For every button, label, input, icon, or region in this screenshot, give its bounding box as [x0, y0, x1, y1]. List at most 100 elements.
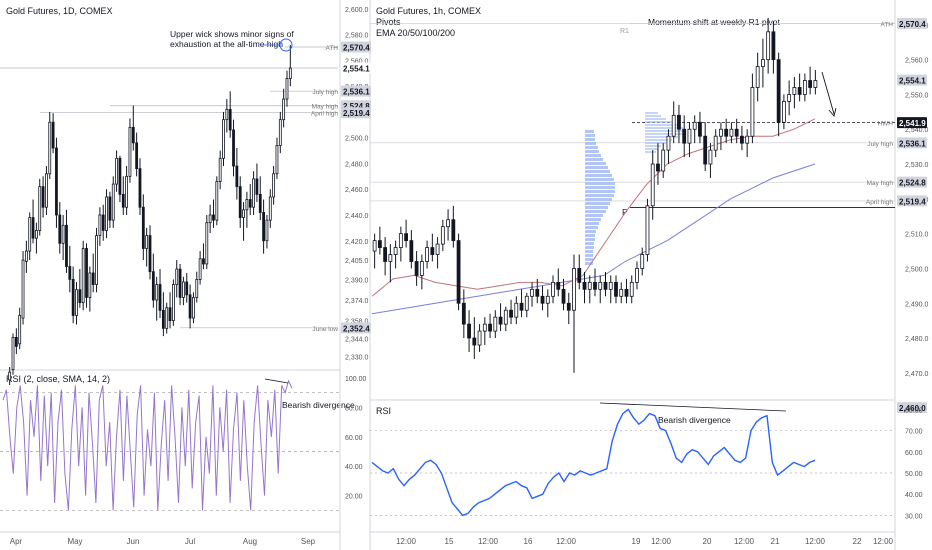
volume-profile-bar	[585, 238, 595, 241]
left-candle	[238, 186, 242, 218]
ema-slow-line	[371, 163, 816, 315]
right-candle	[561, 288, 566, 304]
volume-profile-bar	[585, 262, 593, 265]
right-price-tag-bg	[897, 176, 927, 188]
right-rsi-tick-label: 70.00	[905, 429, 923, 436]
left-candle	[275, 145, 279, 175]
volume-profile-bar	[585, 158, 603, 161]
right-candle	[388, 254, 393, 262]
volume-profile-bar	[645, 139, 672, 141]
right-candle	[461, 302, 466, 325]
left-candle	[165, 307, 169, 329]
left-candle	[38, 186, 42, 231]
right-time-tick-label: 12:00	[805, 537, 826, 546]
left-candle	[41, 186, 45, 208]
left-price-tag: 2,570.4	[343, 43, 370, 52]
right-annotation: Momentum shift at weekly R1 pivot	[648, 17, 780, 27]
levels-layer	[0, 23, 895, 516]
left-candle	[252, 178, 255, 208]
right-candle	[551, 281, 555, 297]
right-candle	[656, 163, 660, 172]
left-candle	[111, 183, 115, 221]
right-candle	[687, 128, 692, 144]
left-candle	[108, 196, 112, 221]
right-candle	[409, 240, 414, 262]
right-candle	[514, 302, 519, 318]
right-candle	[503, 309, 508, 325]
right-candle	[761, 59, 765, 67]
right-candle	[603, 281, 608, 290]
left-candle	[105, 196, 108, 231]
volume-profile-bar	[585, 202, 610, 205]
left-candle	[21, 259, 25, 319]
left-level-label: April high	[311, 111, 338, 118]
left-level-label: June low	[312, 326, 338, 333]
right-candle	[766, 31, 771, 61]
right-candle	[635, 268, 639, 283]
right-time-tick-label: 21	[771, 537, 780, 546]
left-price-tick-label: 2,500.0	[345, 136, 368, 143]
volume-profile-bar	[585, 222, 599, 225]
left-candle	[285, 78, 289, 100]
right-candle	[640, 254, 645, 269]
left-candle	[158, 284, 162, 311]
left-price-tag: 2,352.4	[343, 324, 370, 333]
volume-profile-bar	[585, 170, 610, 173]
left-time-tick-label: May	[67, 537, 82, 546]
left-candle	[31, 217, 35, 239]
left-rsi-title: RSI (2, close, SMA, 14, 2)	[6, 374, 110, 384]
left-candle	[48, 121, 52, 175]
pivot-r1-label: R1	[620, 28, 629, 35]
right-level-label: July high	[867, 141, 893, 148]
left-candle	[175, 268, 179, 285]
left-candle	[138, 168, 142, 208]
right-time-tick-label: 20	[703, 537, 712, 546]
right-candle	[530, 288, 534, 297]
left-price-tick-label: 2,600.0	[345, 7, 368, 14]
right-candle	[792, 87, 797, 95]
left-candle	[185, 281, 189, 296]
right-candle	[692, 121, 697, 130]
left-level-label: ATH	[325, 45, 338, 52]
right-candle	[813, 80, 818, 88]
left-annotation-line1: Upper wick shows minor signs of	[170, 29, 294, 39]
left-price-tick-label: 2,420.0	[345, 239, 368, 246]
right-candle	[698, 121, 702, 137]
right-candle	[372, 240, 377, 252]
left-candle	[148, 235, 152, 273]
volume-profile-bar	[585, 174, 612, 177]
left-candle	[55, 147, 58, 216]
left-price-tick-label: 2,440.0	[345, 213, 368, 220]
right-rsi-title: RSI	[376, 406, 391, 416]
right-candle	[456, 240, 461, 304]
right-price-tick-label: 2,510.0	[905, 232, 928, 239]
left-candle	[245, 199, 249, 211]
right-price-tag: 2,554.1	[899, 77, 926, 86]
right-candle	[719, 128, 723, 137]
left-divergence-line	[264, 378, 289, 384]
volume-profile-bar	[645, 112, 658, 114]
right-level-label: April high	[866, 199, 893, 206]
right-rsi-tick-label: 40.00	[905, 492, 923, 499]
right-rsi-tick-label: 60.00	[905, 450, 923, 457]
right-candle	[404, 233, 409, 242]
right-candle	[482, 323, 487, 332]
right-time-tick-label: 12:00	[556, 537, 577, 546]
volume-profile-bar	[585, 242, 594, 245]
right-time-tick-label: 19	[632, 537, 641, 546]
left-candle	[242, 209, 245, 218]
volume-profile-bar	[645, 142, 666, 144]
right-candle	[393, 247, 398, 255]
volume-profile-bar	[645, 133, 683, 135]
volume-profile-bar	[585, 254, 593, 257]
right-price-tick-label: 2,550.0	[905, 92, 928, 99]
right-candle	[430, 247, 435, 255]
right-candle	[524, 295, 529, 311]
right-candle	[545, 295, 550, 304]
volume-profile-bar	[645, 121, 672, 123]
left-candle	[81, 248, 85, 303]
volume-profile-bar	[585, 178, 614, 181]
right-candle	[477, 330, 482, 346]
right-price-tag: 2,524.8	[899, 179, 926, 188]
